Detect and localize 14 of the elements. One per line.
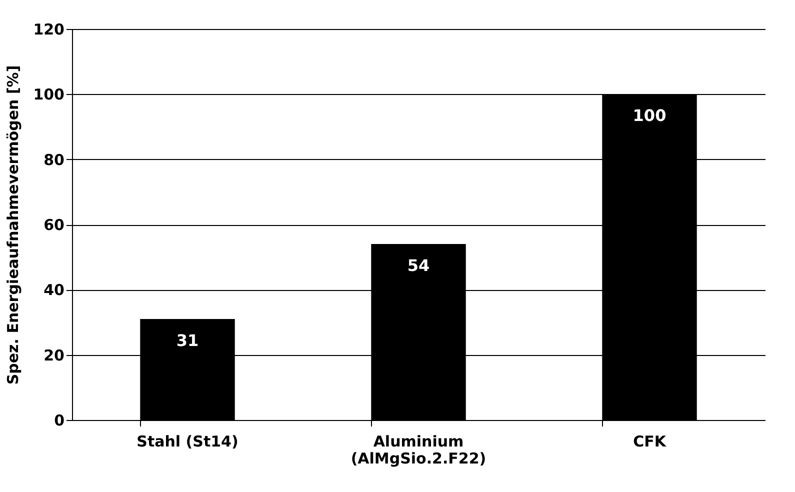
y-tick-label: 40 bbox=[44, 281, 64, 300]
x-tick-label: Aluminium (AlMgSio.2.F22) bbox=[350, 432, 486, 468]
x-tick-label: Stahl (St14) bbox=[136, 432, 238, 450]
y-axis-title: Spez. Energieaufnahmevermögen [%] bbox=[4, 65, 22, 385]
x-tick-label: CFK bbox=[633, 432, 668, 450]
y-tick-label: 20 bbox=[44, 346, 64, 364]
data-label: 100 bbox=[632, 106, 666, 126]
y-tick-label: 0 bbox=[54, 412, 64, 430]
y-tick-label: 60 bbox=[44, 216, 64, 234]
y-tick-label: 100 bbox=[33, 86, 64, 104]
data-label: 54 bbox=[407, 256, 430, 276]
data-label: 31 bbox=[176, 330, 199, 350]
y-tick-label: 120 bbox=[33, 20, 64, 38]
y-tick-label: 80 bbox=[44, 150, 64, 169]
